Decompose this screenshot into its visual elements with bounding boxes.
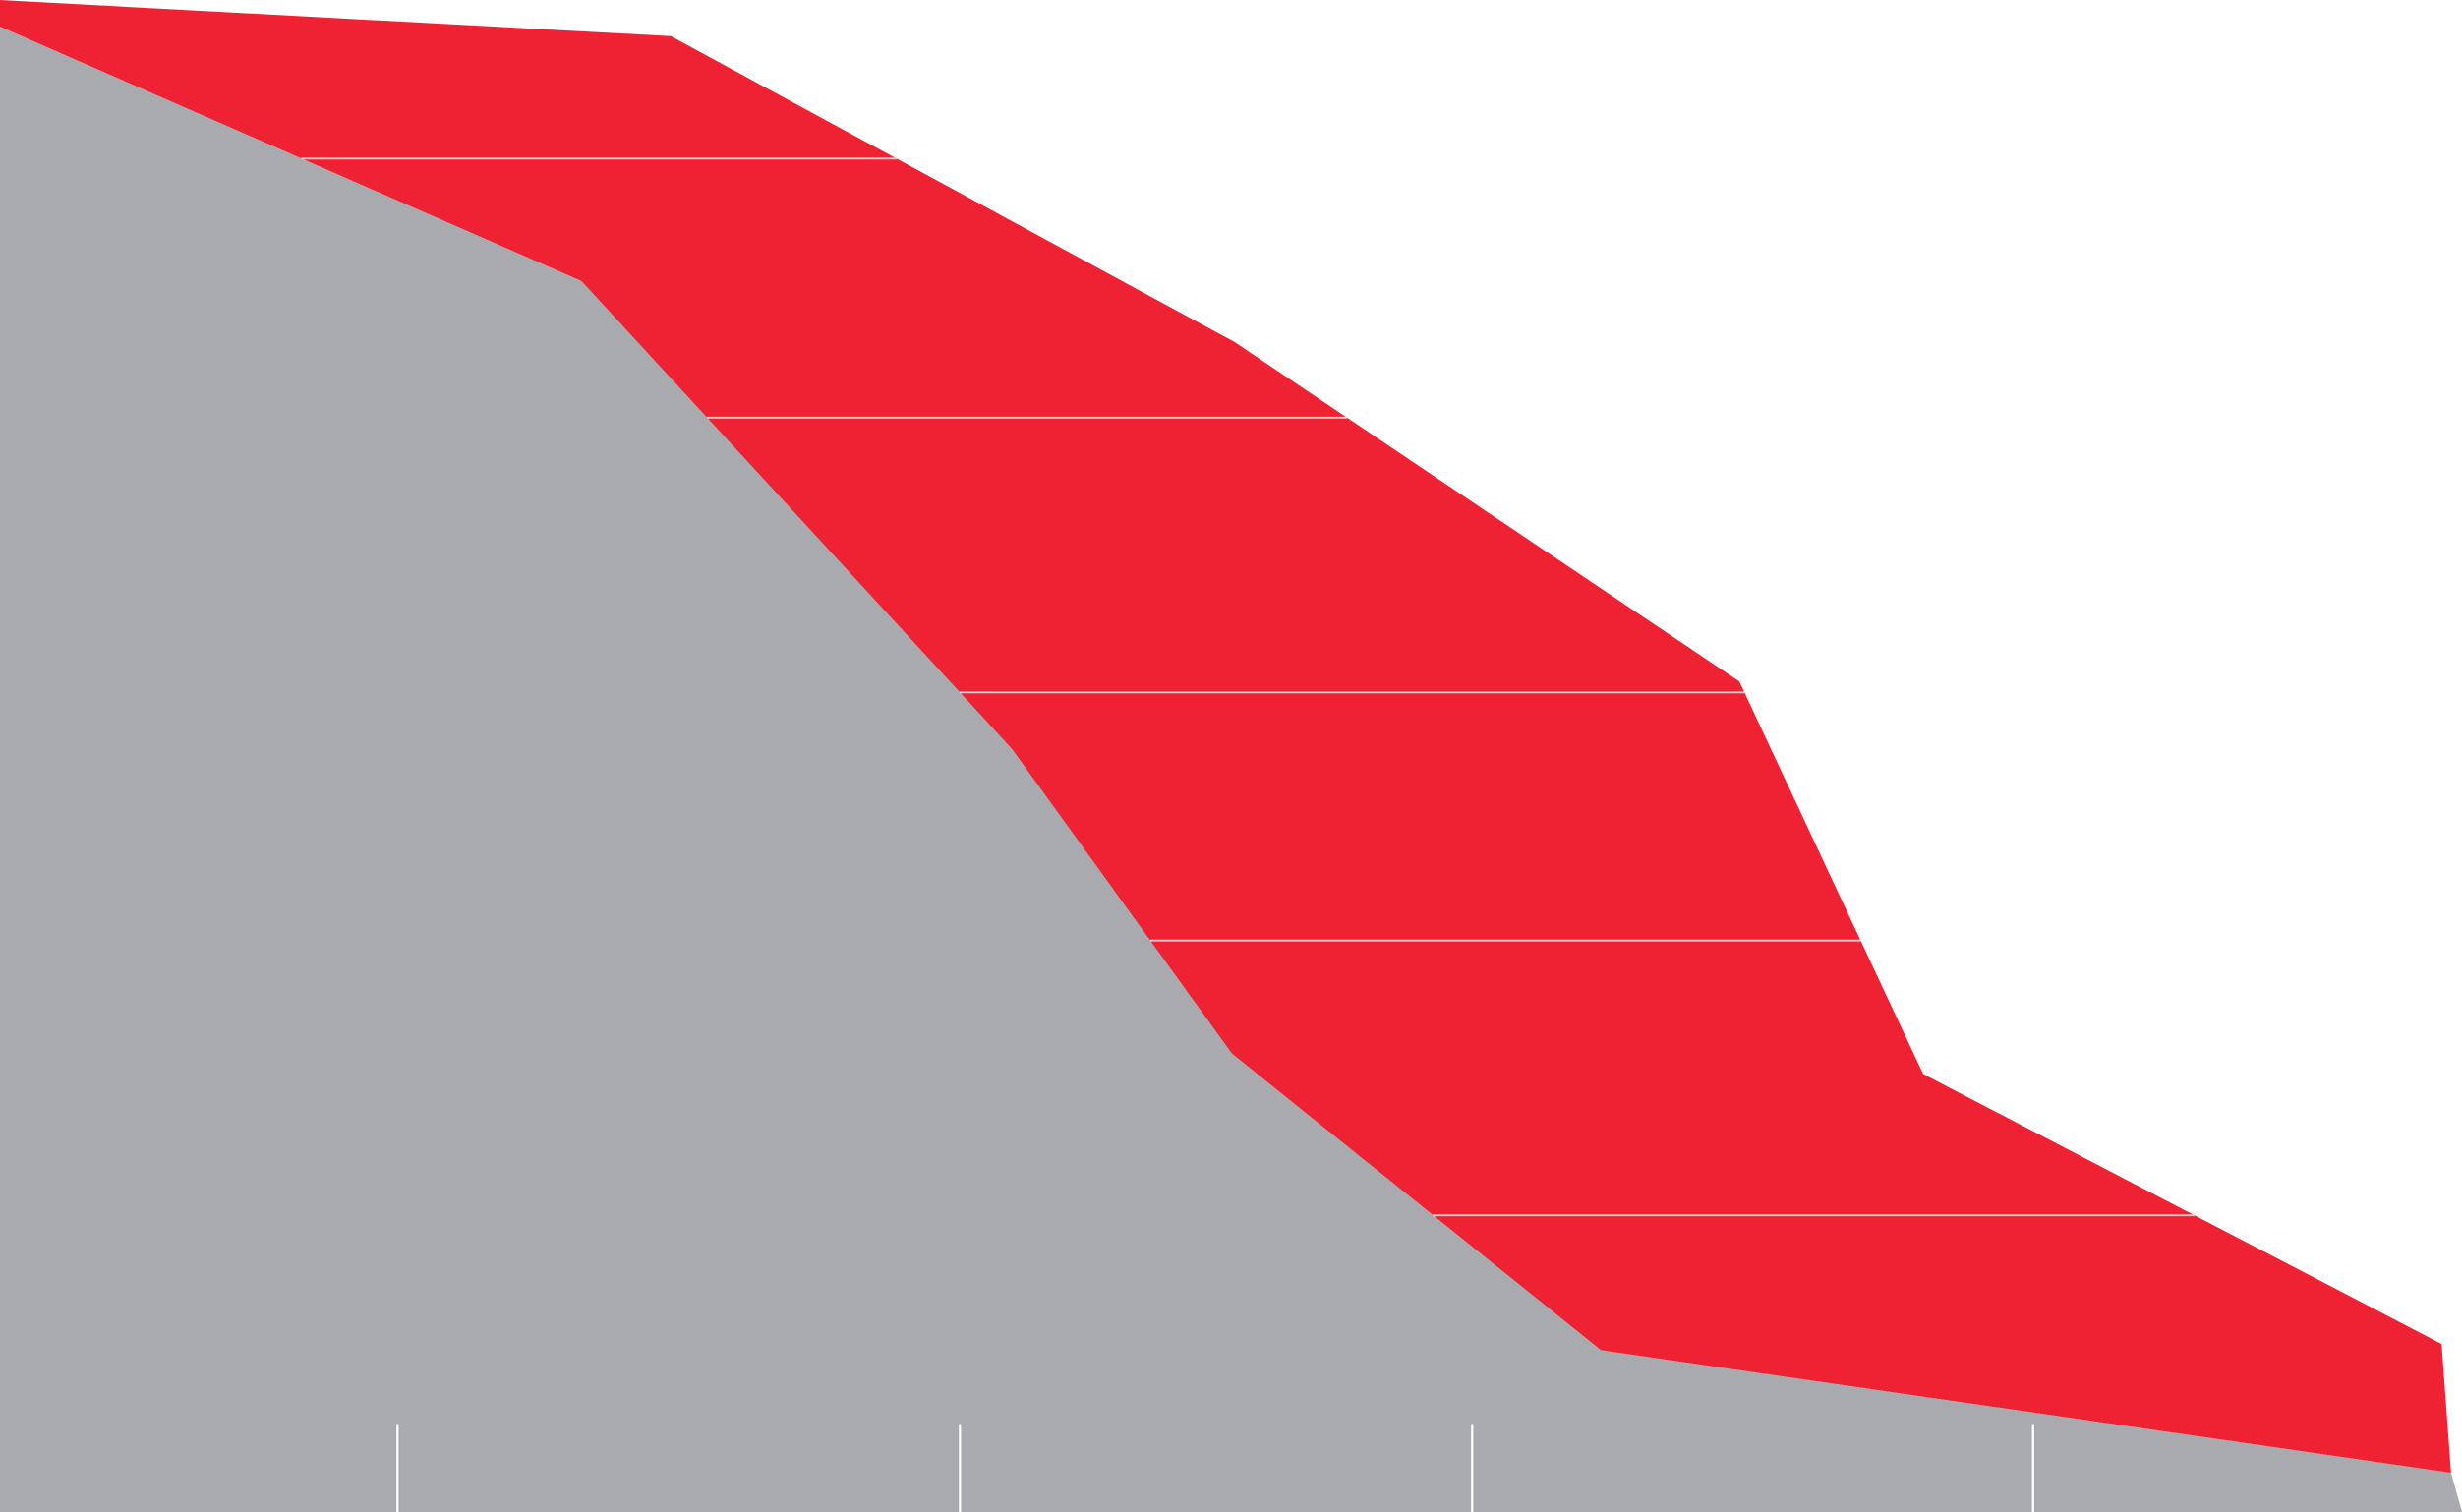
area-series-red [0,0,2451,1474]
band-lines [301,157,2195,1217]
x-axis-ticks [396,1424,2034,1512]
area-series-grey [0,27,2462,1512]
